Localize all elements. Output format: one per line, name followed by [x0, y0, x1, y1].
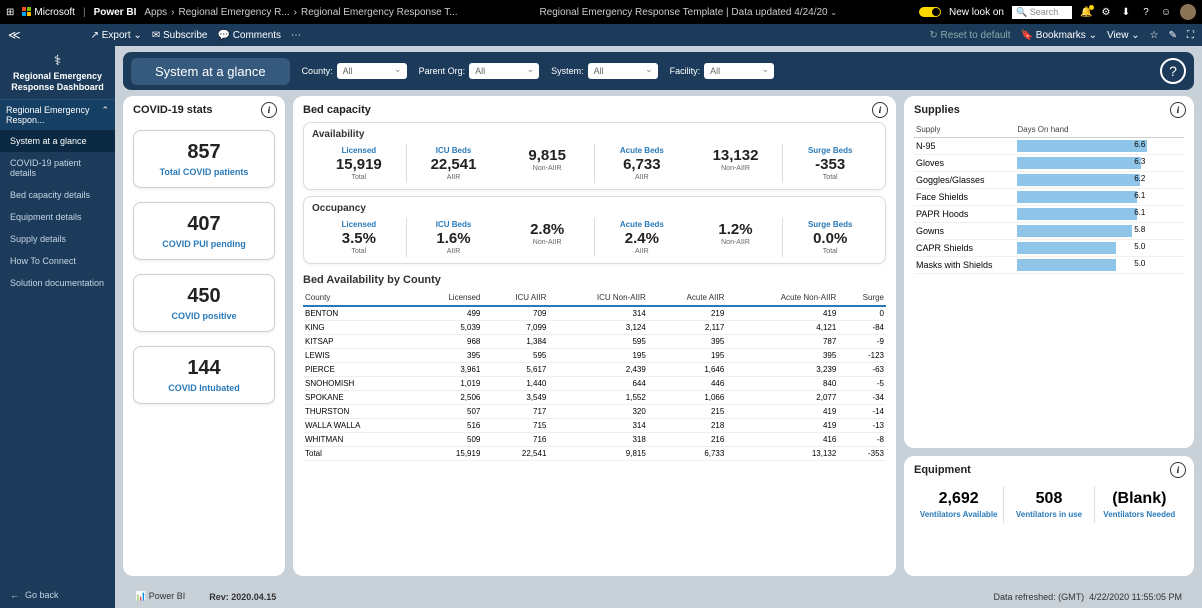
- bed-capacity-panel: Bed capacity i Availability Licensed15,9…: [293, 96, 896, 576]
- occupancy-panel: Occupancy Licensed3.5%TotalICU Beds1.6%A…: [303, 196, 886, 264]
- more-icon[interactable]: ⋯: [291, 30, 301, 41]
- stat-card: 144COVID Intubated: [133, 346, 275, 404]
- avatar[interactable]: [1180, 4, 1196, 20]
- stat-card: 407COVID PUI pending: [133, 202, 275, 260]
- reset-button[interactable]: ↻ Reset to default: [929, 30, 1010, 41]
- topbar-title: Regional Emergency Response Template | D…: [466, 7, 911, 18]
- sidebar-item[interactable]: Solution documentation: [0, 272, 115, 294]
- breadcrumb: Apps› Regional Emergency R...› Regional …: [144, 7, 457, 18]
- info-icon[interactable]: i: [261, 102, 277, 118]
- metric: 9,815Non-AIIR: [500, 144, 595, 183]
- sidebar-item[interactable]: System at a glance: [0, 130, 115, 152]
- search-input[interactable]: 🔍 Search: [1012, 6, 1072, 19]
- supply-row[interactable]: Masks with Shields5.0: [914, 257, 1184, 274]
- table-row[interactable]: LEWIS395595195195395-123: [303, 349, 886, 363]
- metric: Licensed15,919Total: [312, 144, 407, 183]
- titlebar: System at a glance County:All Parent Org…: [123, 52, 1194, 90]
- supply-row[interactable]: PAPR Hoods6.1: [914, 206, 1184, 223]
- metric: Acute Beds6,733AIIR: [595, 144, 689, 183]
- go-back-button[interactable]: ← Go back: [0, 582, 115, 608]
- covid-stats-panel: COVID-19 stats i 857Total COVID patients…: [123, 96, 285, 576]
- help-button[interactable]: ?: [1160, 58, 1186, 84]
- metric: Licensed3.5%Total: [312, 218, 407, 257]
- metric: Surge Beds-353Total: [783, 144, 877, 183]
- sidebar: ⚕ Regional Emergency Response Dashboard …: [0, 46, 115, 608]
- powerbi-label: Power BI: [135, 591, 185, 602]
- table-row[interactable]: KITSAP9681,384595395787-9: [303, 335, 886, 349]
- new-look-toggle[interactable]: [919, 7, 941, 17]
- subscribe-button[interactable]: ✉ Subscribe: [152, 30, 208, 41]
- supplies-table: SupplyDays On hand N-956.6Gloves6.3Goggl…: [914, 122, 1184, 274]
- equipment-panel: Equipment i 2,692Ventilators Available50…: [904, 456, 1194, 576]
- sidebar-item[interactable]: Equipment details: [0, 206, 115, 228]
- metric: 1.2%Non-AIIR: [689, 218, 784, 257]
- table-row[interactable]: SPOKANE2,5063,5491,5521,0662,077-34: [303, 391, 886, 405]
- edit-icon[interactable]: ✎: [1169, 30, 1177, 41]
- facility-dropdown[interactable]: All: [704, 63, 774, 79]
- stat-card: 450COVID positive: [133, 274, 275, 332]
- info-icon[interactable]: i: [1170, 102, 1186, 118]
- metric: ICU Beds1.6%AIIR: [407, 218, 501, 257]
- sidebar-item[interactable]: COVID-19 patient details: [0, 152, 115, 184]
- table-row[interactable]: PIERCE3,9615,6172,4391,6463,239-63: [303, 363, 886, 377]
- supply-row[interactable]: Goggles/Glasses6.2: [914, 172, 1184, 189]
- sidebar-nav: System at a glanceCOVID-19 patient detai…: [0, 130, 115, 294]
- equipment-metric: 508Ventilators in use: [1004, 486, 1094, 523]
- table-row[interactable]: WALLA WALLA516715314218419-13: [303, 419, 886, 433]
- table-row[interactable]: THURSTON507717320215419-14: [303, 405, 886, 419]
- metric: 2.8%Non-AIIR: [500, 218, 595, 257]
- info-icon[interactable]: i: [872, 102, 888, 118]
- settings-icon[interactable]: ⚙: [1100, 7, 1112, 18]
- download-icon[interactable]: ⬇: [1120, 7, 1132, 18]
- table-row[interactable]: WHITMAN509716318216416-8: [303, 433, 886, 447]
- actionbar: ≪ ↗ Export ⌄ ✉ Subscribe 💬 Comments ⋯ ↻ …: [0, 24, 1202, 46]
- product-name[interactable]: Power BI: [94, 7, 137, 18]
- supply-row[interactable]: Gowns5.8: [914, 223, 1184, 240]
- page-title: System at a glance: [131, 58, 290, 85]
- sidebar-section-header[interactable]: Regional Emergency Respon...⌃: [0, 99, 115, 130]
- topbar: ⊞ Microsoft | Power BI Apps› Regional Em…: [0, 0, 1202, 24]
- bookmarks-button[interactable]: 🔖 Bookmarks ⌄: [1021, 30, 1097, 41]
- sidebar-logo: ⚕ Regional Emergency Response Dashboard: [0, 46, 115, 99]
- table-row[interactable]: KING5,0397,0993,1242,1174,121-84: [303, 321, 886, 335]
- content: System at a glance County:All Parent Org…: [115, 46, 1202, 608]
- supply-row[interactable]: CAPR Shields5.0: [914, 240, 1184, 257]
- equipment-metric: 2,692Ventilators Available: [914, 486, 1004, 523]
- table-row[interactable]: SNOHOMISH1,0191,440644446840-5: [303, 377, 886, 391]
- metric: 13,132Non-AIIR: [689, 144, 784, 183]
- county-table: CountyLicensedICU AIIRICU Non-AIIRAcute …: [303, 290, 886, 461]
- supply-row[interactable]: Face Shields6.1: [914, 189, 1184, 206]
- help-icon[interactable]: ?: [1140, 7, 1152, 18]
- availability-panel: Availability Licensed15,919TotalICU Beds…: [303, 122, 886, 190]
- metric: Surge Beds0.0%Total: [783, 218, 877, 257]
- ms-logo: Microsoft: [22, 7, 75, 18]
- info-icon[interactable]: i: [1170, 462, 1186, 478]
- favorite-icon[interactable]: ☆: [1150, 30, 1159, 41]
- parent-org-dropdown[interactable]: All: [469, 63, 539, 79]
- revision-label: Rev: 2020.04.15: [209, 592, 276, 602]
- feedback-icon[interactable]: ☺: [1160, 7, 1172, 18]
- footer: Power BI Rev: 2020.04.15 Data refreshed:…: [123, 587, 1194, 602]
- export-button[interactable]: ↗ Export ⌄: [91, 30, 142, 41]
- table-row[interactable]: BENTON4997093142194190: [303, 306, 886, 321]
- county-dropdown[interactable]: All: [337, 63, 407, 79]
- sidebar-item[interactable]: Supply details: [0, 228, 115, 250]
- system-dropdown[interactable]: All: [588, 63, 658, 79]
- view-button[interactable]: View ⌄: [1107, 30, 1140, 41]
- metric: Acute Beds2.4%AIIR: [595, 218, 689, 257]
- comments-button[interactable]: 💬 Comments: [217, 30, 281, 41]
- supply-row[interactable]: Gloves6.3: [914, 155, 1184, 172]
- app-launcher-icon[interactable]: ⊞: [6, 7, 14, 18]
- sidebar-item[interactable]: Bed capacity details: [0, 184, 115, 206]
- back-icon[interactable]: ≪: [8, 28, 21, 42]
- sidebar-item[interactable]: How To Connect: [0, 250, 115, 272]
- stat-card: 857Total COVID patients: [133, 130, 275, 188]
- equipment-metric: (Blank)Ventilators Needed: [1095, 486, 1184, 523]
- metric: ICU Beds22,541AIIR: [407, 144, 501, 183]
- fullscreen-icon[interactable]: ⛶: [1187, 30, 1194, 41]
- notifications-icon[interactable]: 🔔: [1080, 7, 1092, 18]
- supplies-panel: Supplies i SupplyDays On hand N-956.6Glo…: [904, 96, 1194, 448]
- supply-row[interactable]: N-956.6: [914, 138, 1184, 155]
